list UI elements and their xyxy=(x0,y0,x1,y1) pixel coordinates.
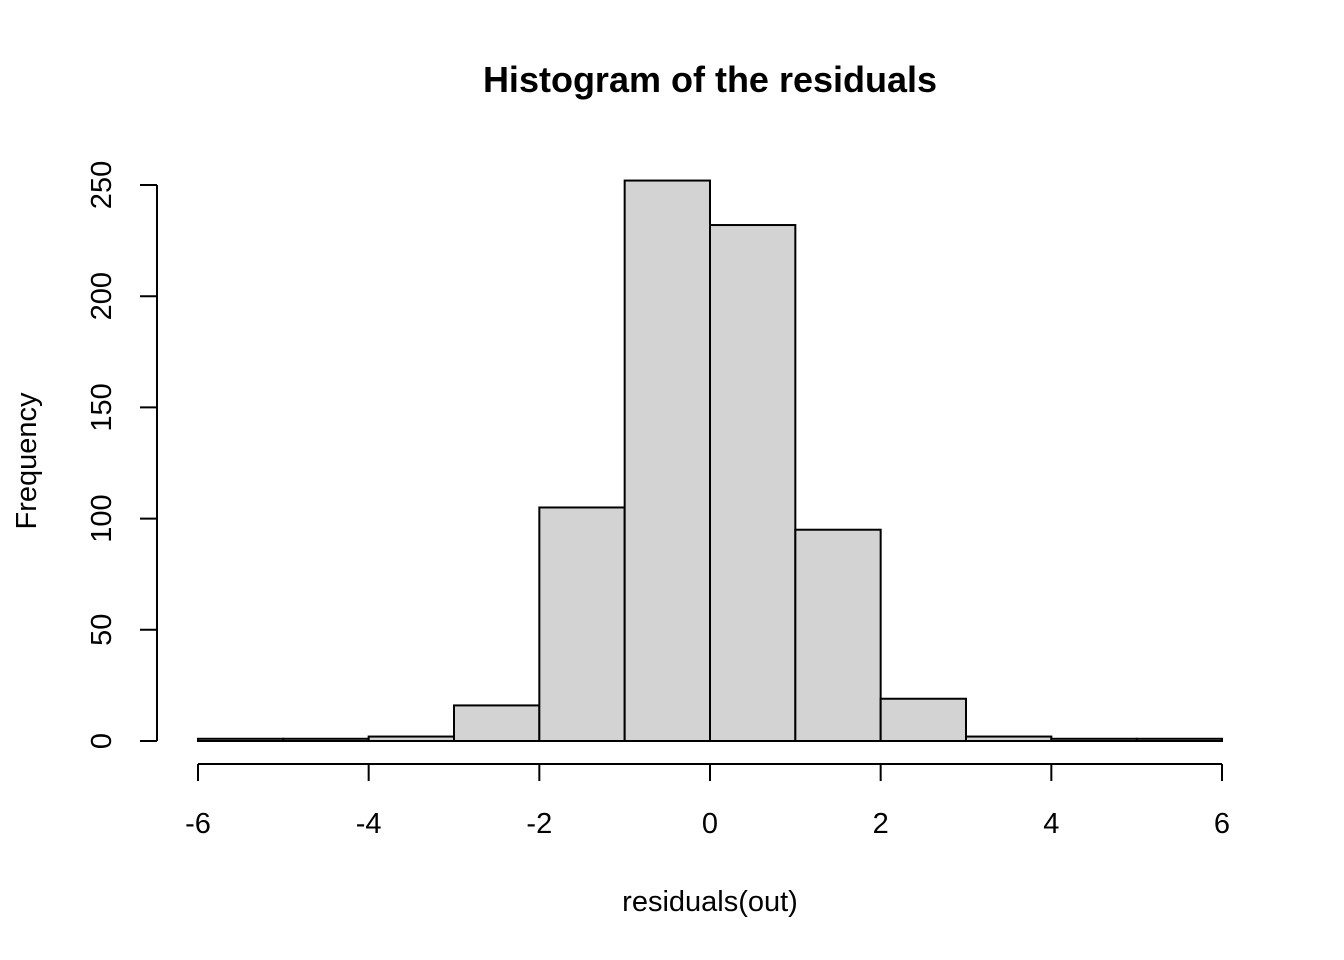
y-tick-label: 250 xyxy=(86,161,118,209)
y-axis: 0 50 100 150 200 250 xyxy=(86,161,158,749)
x-tick-label: 2 xyxy=(873,808,889,840)
y-tick-label: 100 xyxy=(86,494,118,542)
y-tick-label: 50 xyxy=(86,614,118,646)
histogram-bar xyxy=(1135,737,1223,743)
x-axis: -6 -4 -2 0 2 4 6 xyxy=(185,763,1230,840)
y-axis-label: Frequency xyxy=(11,392,43,530)
histogram-bar xyxy=(879,697,968,743)
x-tick-label: 4 xyxy=(1043,808,1059,840)
x-tick-label: -2 xyxy=(526,808,552,840)
histogram-bar xyxy=(453,704,541,743)
histogram-bar xyxy=(538,506,626,743)
y-tick-label: 150 xyxy=(86,383,118,431)
x-tick-label: -4 xyxy=(356,808,382,840)
chart-title: Histogram of the residuals xyxy=(483,59,937,100)
x-tick-label: 0 xyxy=(702,808,718,840)
histogram-bar xyxy=(282,737,370,743)
y-tick-label: 200 xyxy=(86,272,118,320)
histogram-bar xyxy=(197,737,285,743)
histogram-bar xyxy=(794,528,882,742)
histogram-bar xyxy=(623,179,712,742)
bars-group xyxy=(197,179,1223,743)
histogram-bar xyxy=(965,735,1053,743)
x-tick-label: -6 xyxy=(185,808,211,840)
histogram-bar xyxy=(1050,737,1138,743)
y-tick-label: 0 xyxy=(86,733,118,749)
histogram-bar xyxy=(367,735,455,743)
x-axis-label: residuals(out) xyxy=(622,886,798,918)
x-tick-label: 6 xyxy=(1214,808,1230,840)
histogram-bar xyxy=(709,224,797,743)
